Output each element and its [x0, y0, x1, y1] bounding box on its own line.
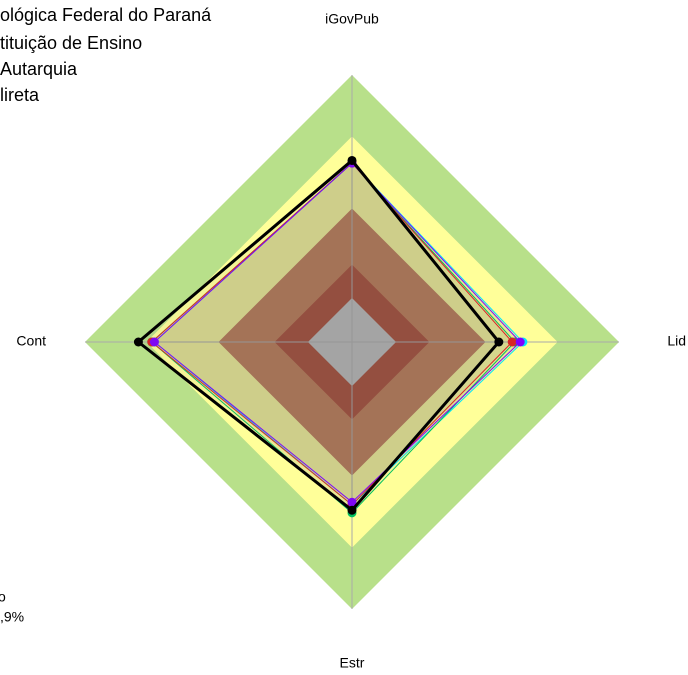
axis-label: Cont [16, 333, 46, 349]
annotation: Autarquia [0, 59, 78, 79]
point [507, 337, 517, 347]
point [133, 337, 143, 347]
annotation: o [0, 589, 6, 605]
point [494, 337, 504, 347]
annotation: lireta [0, 85, 40, 105]
annotation: tituição de Ensino [0, 33, 142, 53]
annotation: ológica Federal do Paraná [0, 5, 212, 25]
point [149, 337, 159, 347]
axis-label: Estr [340, 655, 365, 671]
axis-label: iGovPub [325, 11, 379, 27]
point [515, 337, 525, 347]
point [347, 155, 357, 165]
axis-label: Lid [667, 333, 686, 349]
point [347, 505, 357, 515]
point [347, 497, 357, 507]
annotation: ,9% [0, 609, 24, 625]
